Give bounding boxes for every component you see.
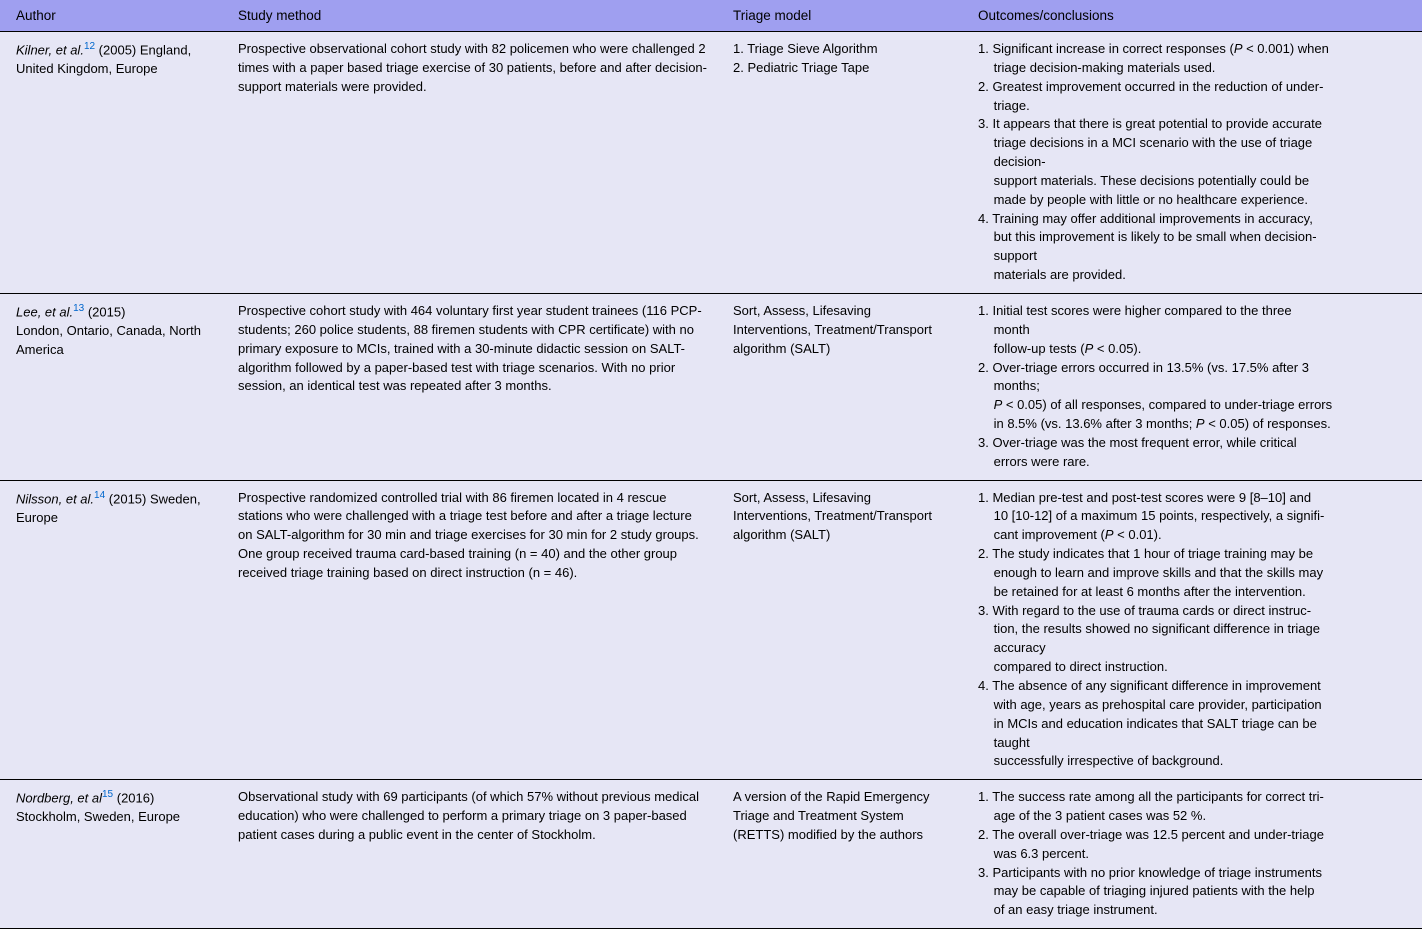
outcome-item: Training may offer additional improvemen… <box>978 210 1412 285</box>
triage-model-cell: A version of the Rapid Emergency Triage … <box>717 780 962 929</box>
triage-model-cell: Sort, Assess, Lifesaving Interventions, … <box>717 293 962 480</box>
table-header-row: Author Study method Triage model Outcome… <box>0 0 1422 32</box>
author-name: Nilsson, et al. <box>16 491 94 506</box>
outcome-item: The absence of any significant differenc… <box>978 677 1412 771</box>
outcome-item: The study indicates that 1 hour of triag… <box>978 545 1412 602</box>
outcome-item: Significant increase in correct response… <box>978 40 1412 78</box>
table-row: Kilner, et al.12 (2005) England, United … <box>0 32 1422 294</box>
study-method-cell: Prospective observational cohort study w… <box>222 32 717 294</box>
outcomes-list: The success rate among all the participa… <box>978 788 1412 920</box>
studies-table: Author Study method Triage model Outcome… <box>0 0 1422 929</box>
outcome-item: Initial test scores were higher compared… <box>978 302 1412 359</box>
triage-model-line: 1. Triage Sieve Algorithm <box>733 40 952 59</box>
study-method-cell: Prospective cohort study with 464 volunt… <box>222 293 717 480</box>
outcomes-cell: Significant increase in correct response… <box>962 32 1422 294</box>
col-header-method: Study method <box>222 0 717 32</box>
outcome-item: The overall over-triage was 12.5 percent… <box>978 826 1412 864</box>
table-row: Nilsson, et al.14 (2015) Sweden, EuropeP… <box>0 480 1422 780</box>
author-cell: Lee, et al.13 (2015)London, Ontario, Can… <box>0 293 222 480</box>
reference-superscript: 12 <box>84 41 95 52</box>
triage-model-cell: Sort, Assess, Lifesaving Interventions, … <box>717 480 962 780</box>
outcome-item: Median pre-test and post-test scores wer… <box>978 489 1412 546</box>
outcomes-list: Median pre-test and post-test scores wer… <box>978 489 1412 772</box>
author-cell: Kilner, et al.12 (2005) England, United … <box>0 32 222 294</box>
col-header-triage: Triage model <box>717 0 962 32</box>
outcomes-list: Initial test scores were higher compared… <box>978 302 1412 472</box>
outcome-item: Participants with no prior knowledge of … <box>978 864 1412 921</box>
outcome-item: Over-triage errors occurred in 13.5% (vs… <box>978 359 1412 434</box>
outcomes-cell: Initial test scores were higher compared… <box>962 293 1422 480</box>
table-row: Lee, et al.13 (2015)London, Ontario, Can… <box>0 293 1422 480</box>
col-header-author: Author <box>0 0 222 32</box>
study-method-cell: Observational study with 69 participants… <box>222 780 717 929</box>
author-cell: Nordberg, et al15 (2016) Stockholm, Swed… <box>0 780 222 929</box>
outcome-item: Greatest improvement occurred in the red… <box>978 78 1412 116</box>
reference-superscript: 15 <box>102 789 113 800</box>
outcome-item: The success rate among all the participa… <box>978 788 1412 826</box>
outcome-item: With regard to the use of trauma cards o… <box>978 602 1412 677</box>
table-row: Nordberg, et al15 (2016) Stockholm, Swed… <box>0 780 1422 929</box>
study-method-cell: Prospective randomized controlled trial … <box>222 480 717 780</box>
outcome-item: It appears that there is great potential… <box>978 115 1412 209</box>
outcomes-list: Significant increase in correct response… <box>978 40 1412 285</box>
outcomes-cell: The success rate among all the participa… <box>962 780 1422 929</box>
col-header-outcomes: Outcomes/conclusions <box>962 0 1422 32</box>
author-name: Nordberg, et al <box>16 791 102 806</box>
author-name: Kilner, et al. <box>16 42 84 57</box>
triage-model-line: 2. Pediatric Triage Tape <box>733 59 952 78</box>
author-cell: Nilsson, et al.14 (2015) Sweden, Europe <box>0 480 222 780</box>
reference-superscript: 13 <box>73 303 84 314</box>
outcomes-cell: Median pre-test and post-test scores wer… <box>962 480 1422 780</box>
outcome-item: Over-triage was the most frequent error,… <box>978 434 1412 472</box>
reference-superscript: 14 <box>94 490 105 501</box>
author-name: Lee, et al. <box>16 304 73 319</box>
triage-model-cell: 1. Triage Sieve Algorithm2. Pediatric Tr… <box>717 32 962 294</box>
